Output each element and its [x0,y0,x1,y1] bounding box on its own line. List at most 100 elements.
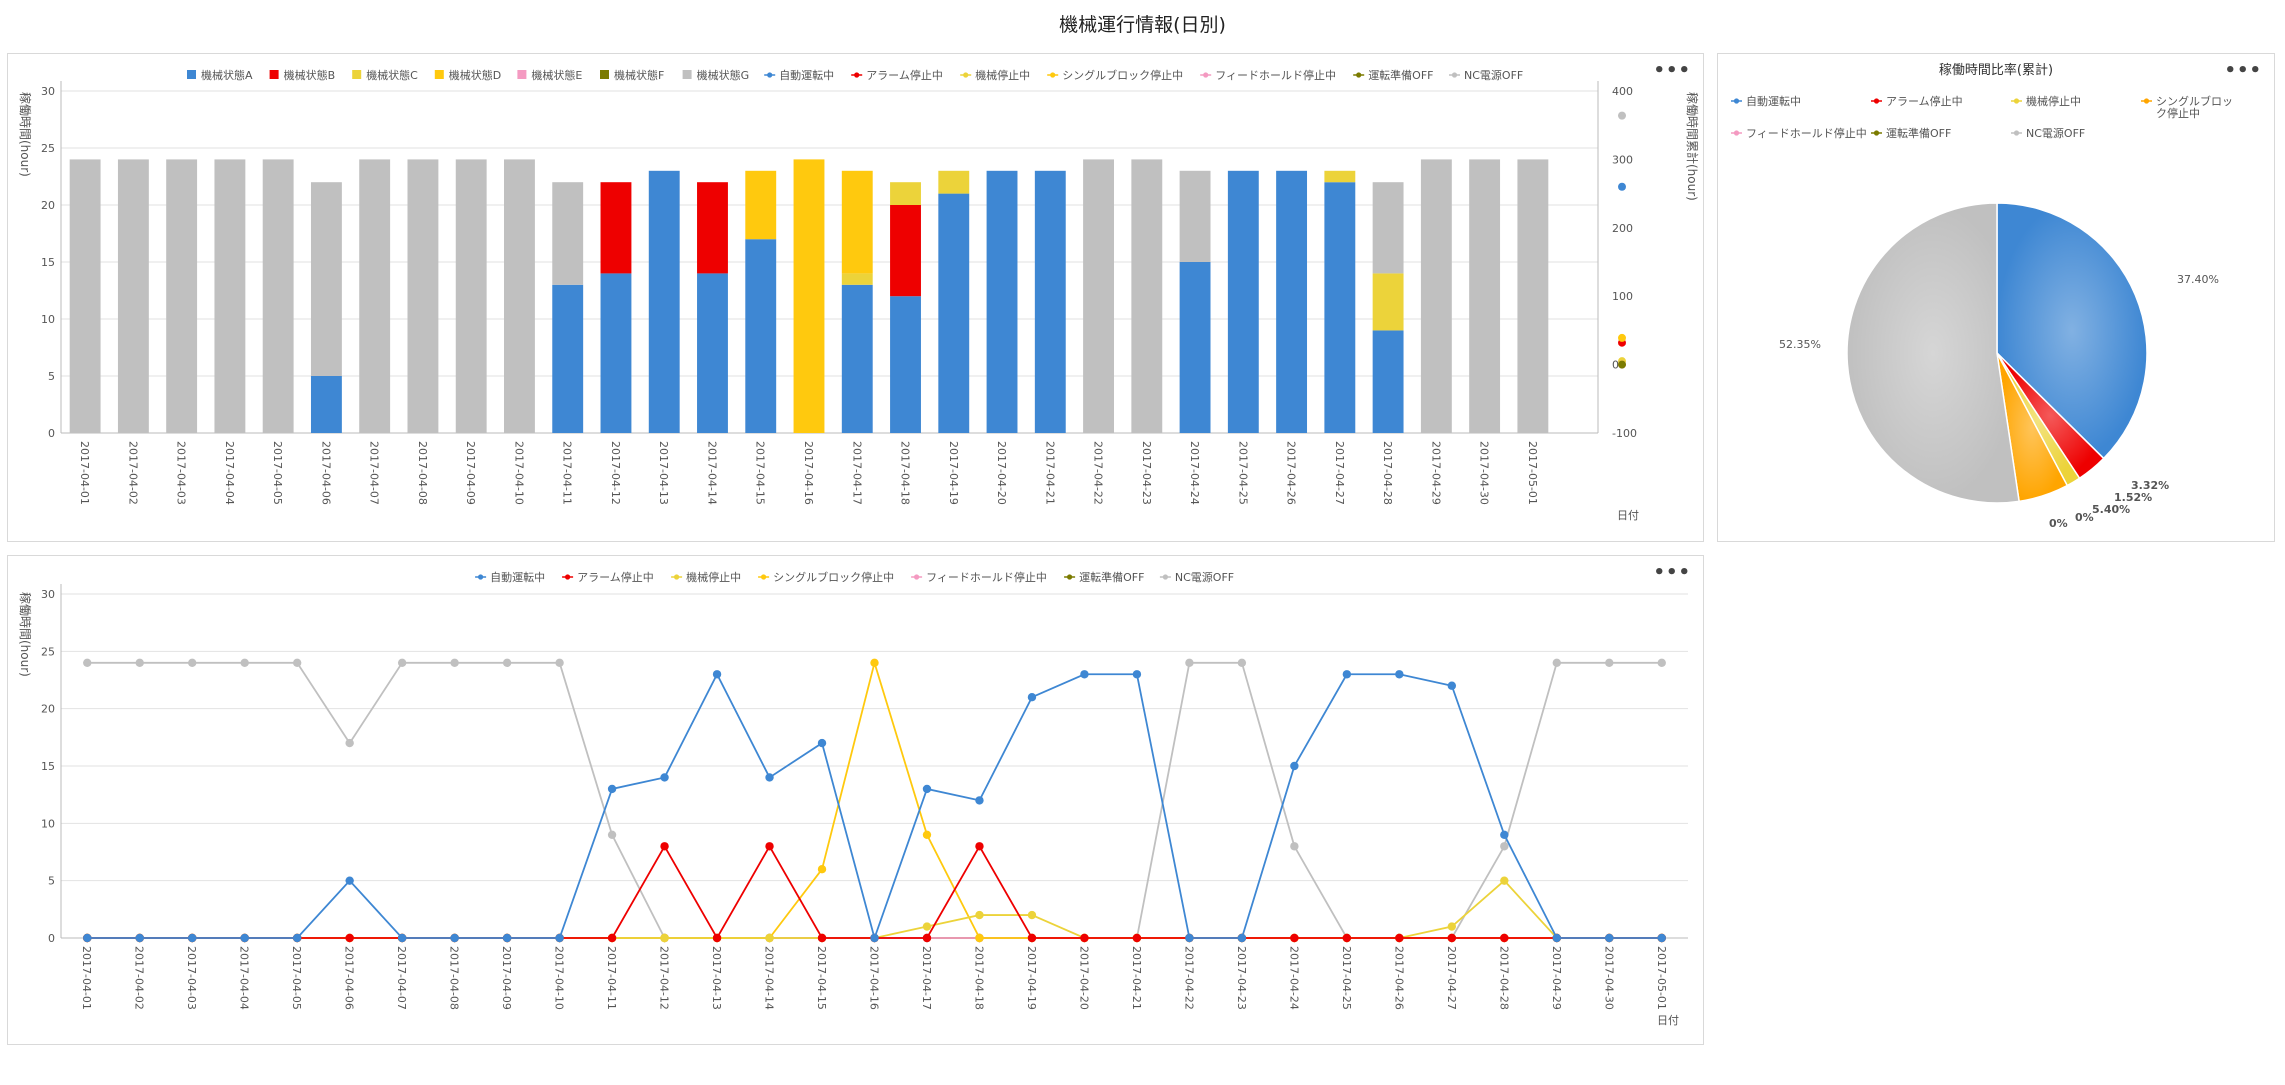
data-point [765,773,774,782]
y-tick-label: 30 [41,85,55,98]
legend-marker [963,72,969,78]
legend-item: アラーム停止中 [851,68,943,82]
data-point [870,658,879,667]
y2-tick-label: -100 [1612,427,1637,440]
legend-item: シングルブロック停止中 [758,570,894,584]
bar-segment [166,159,198,433]
legend-label: NC電源OFF [2026,126,2085,140]
data-point [922,933,932,943]
data-point [1552,933,1561,943]
x-tick-label: 2017-04-25 [1340,946,1353,1010]
data-point [345,738,354,748]
bar-segment [1517,159,1549,433]
legend-label: NC電源OFF [1175,570,1234,584]
legend-label: 運転準備OFF [1886,126,1951,140]
legend-item: NC電源OFF [2011,126,2085,140]
more-menu-button[interactable]: ••• [1653,60,1691,81]
legend-label: フィードホールド停止中 [926,570,1047,584]
legend-marker [1873,98,1880,104]
data-point [975,796,984,805]
pie-data-label: 0% [2075,511,2094,524]
data-point [975,842,984,851]
bar-segment [745,170,777,240]
legend-item: シングルブロック停止中 [1047,68,1183,82]
page-title: 機械運行情報(日別) [1059,14,1226,36]
bar-segment [890,296,921,433]
bar-segment [841,273,873,285]
data-point [1132,670,1142,679]
x-tick-label: 2017-04-14 [705,441,718,505]
data-point [1290,842,1299,851]
bar-segment [841,170,873,274]
data-point [502,658,512,667]
legend-item: フィードホールド停止中 [1200,68,1336,82]
data-point [1657,933,1666,943]
y-tick-label: 20 [41,703,55,716]
x-tick-label: 2017-04-07 [395,946,408,1010]
data-point [397,658,407,667]
legend-marker [1162,574,1168,580]
pie-slice-shade [1997,353,2080,486]
x-tick-label: 2017-04-15 [815,946,828,1010]
legend-marker [1733,130,1740,136]
x-tick-label: 2017-04-27 [1333,441,1346,505]
legend-item: 機械状態B [269,68,335,82]
data-point [660,773,669,782]
data-point [817,933,827,943]
x-axis-title: 日付 [1657,1014,1679,1027]
y-tick-label: 10 [41,313,55,326]
data-point [1290,761,1299,771]
legend-marker [1050,72,1056,78]
data-point [765,842,774,851]
legend-item: 運転準備OFF [1871,126,1951,140]
data-point [292,933,302,943]
legend-item: 機械状態A [187,68,253,82]
more-menu-button[interactable]: ••• [2224,60,2262,81]
legend-label: アラーム停止中 [577,570,654,584]
legend-label: シングルブロック停止中 [773,570,894,584]
legend-item: 機械停止中 [960,68,1030,82]
bar-segment [1324,182,1356,433]
bar-segment [262,159,294,433]
data-point [660,933,669,943]
bar-segment [841,284,873,433]
legend-label: 運転準備OFF [1368,68,1433,82]
x-tick-label: 2017-04-20 [1077,946,1090,1010]
data-point [450,658,459,667]
x-tick-label: 2017-04-16 [802,441,815,505]
bar-segment [938,170,970,194]
series-line [87,661,1662,939]
data-point [712,670,722,679]
y2-tick-label: 300 [1612,153,1633,166]
x-tick-label: 2017-04-13 [657,441,670,505]
data-point [1447,922,1457,931]
x-tick-label: 2017-04-19 [1025,946,1038,1010]
pie-slice-shade [1997,203,2147,459]
x-tick-label: 2017-04-04 [223,441,236,505]
x-tick-label: 2017-04-28 [1497,946,1510,1010]
bar-segment [407,159,439,433]
data-point [1080,933,1089,943]
pie-chart: 稼働時間比率(累計) 自動運転中 アラーム停止中 機械停止中 シングルブロック停止中フィ… [1731,62,2233,530]
legend-label: フィードホールド停止中 [1215,68,1336,82]
bar-segment [214,159,246,433]
bar-segment [600,273,632,433]
y-axis-title: 稼働時間(hour) [18,92,33,177]
legend-item: フィードホールド停止中 [911,570,1047,584]
bar-segment [986,170,1018,434]
more-menu-button[interactable]: ••• [1653,562,1691,583]
legend-item: 機械停止中 [671,570,741,584]
bar-segment [1083,159,1114,433]
legend-item: アラーム停止中 [562,570,654,584]
x-tick-label: 2017-04-06 [319,441,332,505]
data-point [1657,658,1666,667]
y2-axis-title: 稼働時間累計(hour) [1685,92,1700,201]
data-point [555,933,564,943]
legend-label: 機械状態F [614,68,664,82]
y-tick-label: 0 [48,427,55,440]
data-point [188,658,197,667]
x-tick-label: 2017-05-01 [1655,946,1668,1010]
legend-item: 運転準備OFF [1353,68,1434,82]
x-tick-label: 2017-04-04 [238,946,251,1010]
x-tick-label: 2017-04-05 [271,441,284,505]
